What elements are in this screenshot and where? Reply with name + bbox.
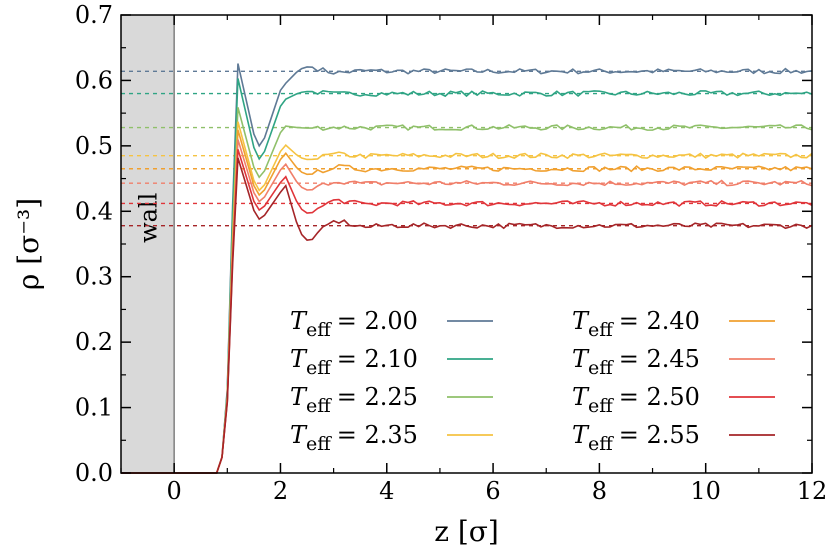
y-tick-label: 0.0 <box>75 459 113 487</box>
x-tick-label: 0 <box>167 477 182 505</box>
legend-symbol: T <box>572 345 590 373</box>
legend-subscript: eff <box>588 357 614 379</box>
legend-value: = 2.35 <box>337 421 418 449</box>
y-axis: 0.0 0.1 0.2 0.3 0.4 0.5 0.6 0.7 <box>75 1 812 487</box>
legend-value: = 2.40 <box>619 307 700 335</box>
x-tick-label: 4 <box>379 477 394 505</box>
legend-symbol: T <box>290 383 308 411</box>
wall-label: wall <box>135 193 163 243</box>
legend-subscript: eff <box>588 433 614 455</box>
legend-subscript: eff <box>588 395 614 417</box>
legend-symbol: T <box>572 307 590 335</box>
y-tick-label: 0.4 <box>75 197 113 225</box>
legend-subscript: eff <box>306 433 332 455</box>
x-tick-label: 10 <box>690 477 721 505</box>
legend-symbol: T <box>290 307 308 335</box>
series-lines <box>121 63 813 474</box>
series-line-1 <box>121 78 813 474</box>
plot-frame <box>120 14 813 474</box>
y-tick-label: 0.6 <box>75 66 113 94</box>
legend-value: = 2.25 <box>337 383 418 411</box>
legend-subscript: eff <box>306 395 332 417</box>
legend-label-0: Teff = 2.00 <box>290 307 418 341</box>
y-tick-label: 0.7 <box>75 1 113 29</box>
legend-label-2: Teff = 2.25 <box>290 383 418 417</box>
legend-value: = 2.55 <box>619 421 700 449</box>
legend-value: = 2.50 <box>619 383 700 411</box>
wall-region <box>121 15 175 473</box>
legend-symbol: T <box>572 383 590 411</box>
legend-value: = 2.00 <box>337 307 418 335</box>
x-tick-label: 12 <box>797 477 828 505</box>
x-tick-label: 2 <box>273 477 288 505</box>
legend-subscript: eff <box>306 357 332 379</box>
legend-subscript: eff <box>588 319 614 341</box>
y-tick-label: 0.1 <box>75 394 113 422</box>
x-tick-label: 6 <box>485 477 500 505</box>
legend-label-4: Teff = 2.40 <box>572 307 700 341</box>
legend-value: = 2.10 <box>337 345 418 373</box>
legend-subscript: eff <box>306 319 332 341</box>
series-line-0 <box>121 63 813 474</box>
legend-label-5: Teff = 2.45 <box>572 345 700 379</box>
legend-symbol: T <box>290 421 308 449</box>
legend-label-7: Teff = 2.55 <box>572 421 700 455</box>
y-tick-label: 0.3 <box>75 263 113 291</box>
legend-label-6: Teff = 2.50 <box>572 383 700 417</box>
y-tick-label: 0.2 <box>75 328 113 356</box>
legend-label-3: Teff = 2.35 <box>290 421 418 455</box>
legend-value: = 2.45 <box>619 345 700 373</box>
y-tick-label: 0.5 <box>75 132 113 160</box>
series-line-7 <box>121 157 813 474</box>
legend-label-1: Teff = 2.10 <box>290 345 418 379</box>
x-axis-title: z [σ] <box>434 515 499 546</box>
legend-symbol: T <box>572 421 590 449</box>
y-axis-title: ρ [σ⁻³] <box>12 198 45 290</box>
legend-symbol: T <box>290 345 308 373</box>
x-tick-label: 8 <box>592 477 607 505</box>
x-axis: 0 2 4 6 8 10 12 <box>120 15 828 505</box>
bulk-reference-lines <box>121 70 812 227</box>
